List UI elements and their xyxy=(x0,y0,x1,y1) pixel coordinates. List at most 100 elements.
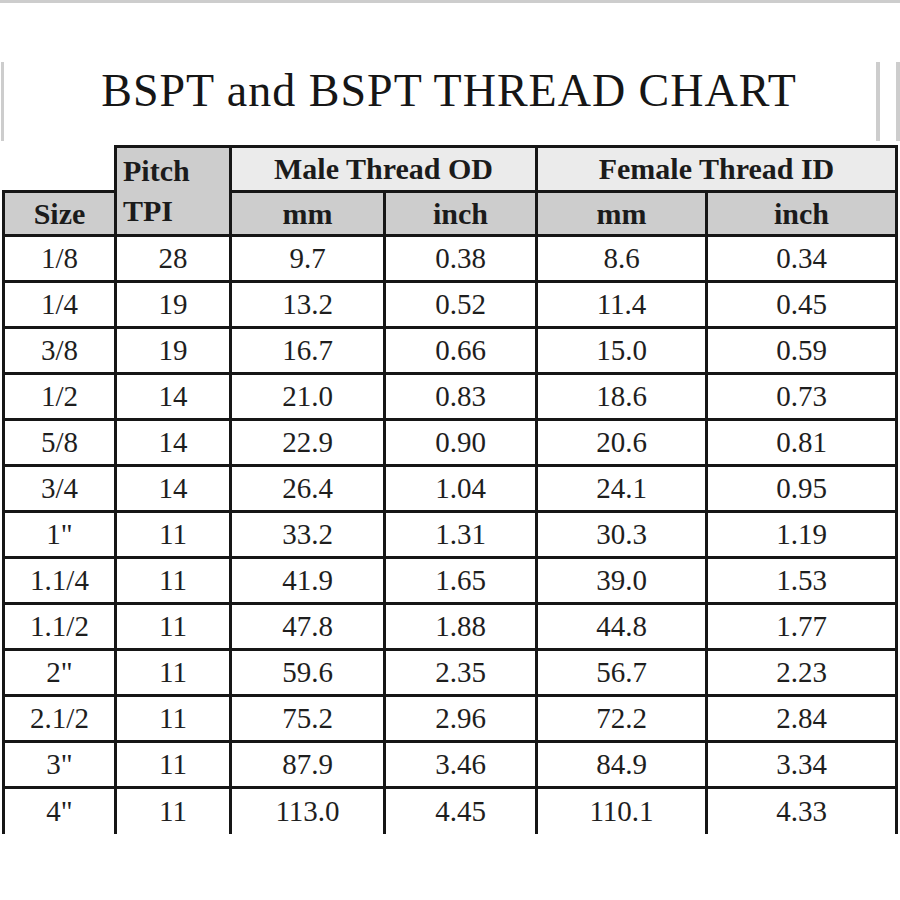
size-cell: 1.1/4 xyxy=(4,558,116,604)
female-id-mm-cell: 8.6 xyxy=(537,236,707,282)
pitch-tpi-cell: 11 xyxy=(116,650,231,696)
column-header-male-inch: inch xyxy=(385,192,537,236)
pitch-label: Pitch xyxy=(123,151,229,191)
male-od-inch-cell: 2.96 xyxy=(385,696,537,742)
female-id-mm-cell: 72.2 xyxy=(537,696,707,742)
table-row: 2"1159.62.3556.72.23 xyxy=(4,650,897,696)
page-title: BSPT and BSPT THREAD CHART xyxy=(2,66,896,116)
female-id-inch-cell: 0.59 xyxy=(707,328,897,374)
pitch-tpi-cell: 19 xyxy=(116,282,231,328)
male-od-inch-cell: 0.66 xyxy=(385,328,537,374)
female-id-inch-cell: 0.34 xyxy=(707,236,897,282)
male-od-mm-cell: 16.7 xyxy=(231,328,385,374)
table-row: 1/8289.70.388.60.34 xyxy=(4,236,897,282)
pitch-tpi-cell: 11 xyxy=(116,696,231,742)
male-od-mm-cell: 26.4 xyxy=(231,466,385,512)
female-id-mm-cell: 24.1 xyxy=(537,466,707,512)
table-row: 3/81916.70.6615.00.59 xyxy=(4,328,897,374)
pitch-tpi-cell: 19 xyxy=(116,328,231,374)
size-cell: 1" xyxy=(4,512,116,558)
table-row: 2.1/21175.22.9672.22.84 xyxy=(4,696,897,742)
female-id-mm-cell: 110.1 xyxy=(537,788,707,834)
size-cell: 2" xyxy=(4,650,116,696)
female-id-inch-cell: 2.23 xyxy=(707,650,897,696)
male-od-mm-cell: 41.9 xyxy=(231,558,385,604)
male-od-mm-cell: 21.0 xyxy=(231,374,385,420)
female-id-mm-cell: 11.4 xyxy=(537,282,707,328)
size-cell: 5/8 xyxy=(4,420,116,466)
female-id-mm-cell: 18.6 xyxy=(537,374,707,420)
column-header-pitch-tpi: Pitch TPI xyxy=(116,147,231,236)
table-row: 1.1/21147.81.8844.81.77 xyxy=(4,604,897,650)
pitch-tpi-cell: 11 xyxy=(116,742,231,788)
male-od-mm-cell: 9.7 xyxy=(231,236,385,282)
male-od-mm-cell: 75.2 xyxy=(231,696,385,742)
table-row: 5/81422.90.9020.60.81 xyxy=(4,420,897,466)
pitch-tpi-cell: 11 xyxy=(116,558,231,604)
column-header-female-inch: inch xyxy=(707,192,897,236)
female-id-mm-cell: 30.3 xyxy=(537,512,707,558)
thread-chart-table: Pitch TPI Male Thread OD Female Thread I… xyxy=(2,145,898,834)
female-id-inch-cell: 0.95 xyxy=(707,466,897,512)
female-id-inch-cell: 3.34 xyxy=(707,742,897,788)
size-cell: 1/2 xyxy=(4,374,116,420)
header-group-row: Pitch TPI Male Thread OD Female Thread I… xyxy=(4,147,897,192)
tpi-label: TPI xyxy=(123,191,229,231)
table-row: 1/21421.00.8318.60.73 xyxy=(4,374,897,420)
table-row: 1"1133.21.3130.31.19 xyxy=(4,512,897,558)
female-id-mm-cell: 15.0 xyxy=(537,328,707,374)
male-od-mm-cell: 113.0 xyxy=(231,788,385,834)
size-cell: 2.1/2 xyxy=(4,696,116,742)
male-od-mm-cell: 33.2 xyxy=(231,512,385,558)
female-id-inch-cell: 0.45 xyxy=(707,282,897,328)
female-id-mm-cell: 84.9 xyxy=(537,742,707,788)
female-id-inch-cell: 2.84 xyxy=(707,696,897,742)
female-id-mm-cell: 56.7 xyxy=(537,650,707,696)
size-cell: 1/8 xyxy=(4,236,116,282)
pitch-tpi-cell: 11 xyxy=(116,788,231,834)
size-cell: 1/4 xyxy=(4,282,116,328)
pitch-tpi-cell: 11 xyxy=(116,512,231,558)
empty-corner-cell xyxy=(4,147,116,192)
male-od-inch-cell: 0.52 xyxy=(385,282,537,328)
male-od-inch-cell: 2.35 xyxy=(385,650,537,696)
male-od-mm-cell: 47.8 xyxy=(231,604,385,650)
female-id-inch-cell: 1.19 xyxy=(707,512,897,558)
female-id-mm-cell: 20.6 xyxy=(537,420,707,466)
female-id-mm-cell: 39.0 xyxy=(537,558,707,604)
male-od-mm-cell: 59.6 xyxy=(231,650,385,696)
male-od-inch-cell: 1.31 xyxy=(385,512,537,558)
female-id-inch-cell: 0.73 xyxy=(707,374,897,420)
male-od-inch-cell: 0.90 xyxy=(385,420,537,466)
male-od-inch-cell: 1.65 xyxy=(385,558,537,604)
male-od-inch-cell: 0.38 xyxy=(385,236,537,282)
column-group-female-thread-id: Female Thread ID xyxy=(537,147,897,192)
male-od-inch-cell: 4.45 xyxy=(385,788,537,834)
male-od-mm-cell: 22.9 xyxy=(231,420,385,466)
pitch-tpi-cell: 11 xyxy=(116,604,231,650)
female-id-inch-cell: 0.81 xyxy=(707,420,897,466)
size-cell: 1.1/2 xyxy=(4,604,116,650)
title-divider-line xyxy=(0,0,900,3)
page-edge-line-right-2 xyxy=(896,62,900,141)
size-cell: 3/8 xyxy=(4,328,116,374)
male-od-mm-cell: 13.2 xyxy=(231,282,385,328)
size-cell: 3" xyxy=(4,742,116,788)
table-row: 1/41913.20.5211.40.45 xyxy=(4,282,897,328)
male-od-mm-cell: 87.9 xyxy=(231,742,385,788)
pitch-tpi-cell: 14 xyxy=(116,420,231,466)
pitch-tpi-cell: 14 xyxy=(116,466,231,512)
column-group-male-thread-od: Male Thread OD xyxy=(231,147,537,192)
table-row: 4"11113.04.45110.14.33 xyxy=(4,788,897,834)
size-cell: 4" xyxy=(4,788,116,834)
female-id-inch-cell: 4.33 xyxy=(707,788,897,834)
column-header-size: Size xyxy=(4,192,116,236)
pitch-tpi-cell: 28 xyxy=(116,236,231,282)
female-id-mm-cell: 44.8 xyxy=(537,604,707,650)
column-header-male-mm: mm xyxy=(231,192,385,236)
female-id-inch-cell: 1.77 xyxy=(707,604,897,650)
thread-chart-body: 1/8289.70.388.60.341/41913.20.5211.40.45… xyxy=(4,236,897,834)
male-od-inch-cell: 3.46 xyxy=(385,742,537,788)
table-row: 3"1187.93.4684.93.34 xyxy=(4,742,897,788)
male-od-inch-cell: 1.88 xyxy=(385,604,537,650)
